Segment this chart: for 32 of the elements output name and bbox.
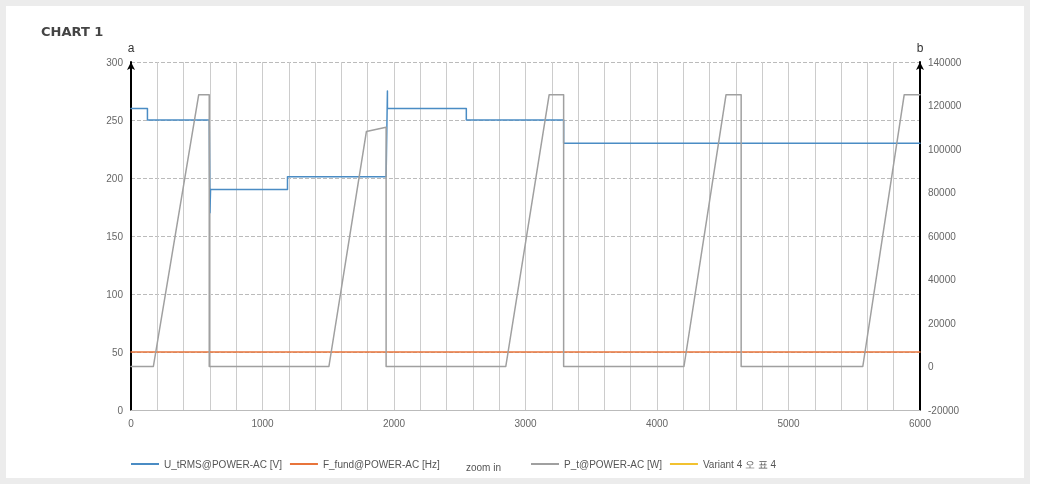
y2-tick-label: 140000: [928, 56, 962, 68]
x-tick-label: 2000: [382, 417, 406, 429]
x-tick-label: 1000: [251, 417, 275, 429]
x-tick-label: 0: [128, 417, 135, 429]
y-tick-label: 150: [106, 230, 124, 242]
legend-label: U_tRMS@POWER-AC [V]: [164, 458, 283, 470]
x-tick-label: 5000: [777, 417, 801, 429]
y2-tick-label: 80000: [928, 187, 957, 198]
legend-label: Variant 4 오 표 4: [702, 458, 777, 470]
legend-label: P_t@POWER-AC [W]: [564, 458, 663, 470]
x-tick-label: 4000: [645, 417, 669, 429]
y2-tick-label: 40000: [928, 274, 957, 285]
line-series: [130, 93, 921, 368]
y2-tick-label: 60000: [928, 230, 957, 242]
y-tick-label: 200: [106, 172, 124, 184]
y2-tick-label: -20000: [928, 404, 960, 416]
text: zoom in: [466, 461, 502, 473]
x-tick-label: 3000: [514, 417, 538, 429]
y2-tick-label: 100000: [928, 143, 962, 155]
y-tick-label: 250: [106, 114, 124, 126]
y2-tick-label: 20000: [928, 317, 957, 329]
x-tick-label: 6000: [908, 417, 932, 429]
y2-tick-label: 120000: [928, 100, 962, 111]
legend-label: F_fund@POWER-AC [Hz]: [322, 458, 440, 470]
y-tick-label: 50: [111, 346, 124, 358]
y-tick-label: 100: [106, 288, 124, 300]
y-axis-title: a: [127, 41, 135, 55]
y2-axis-title: b: [916, 41, 924, 55]
y-tick-label: 300: [106, 56, 124, 68]
y2-tick-label: 0: [928, 361, 934, 372]
y-tick-label: 0: [117, 404, 124, 416]
chart-title: CHART 1: [41, 24, 104, 39]
